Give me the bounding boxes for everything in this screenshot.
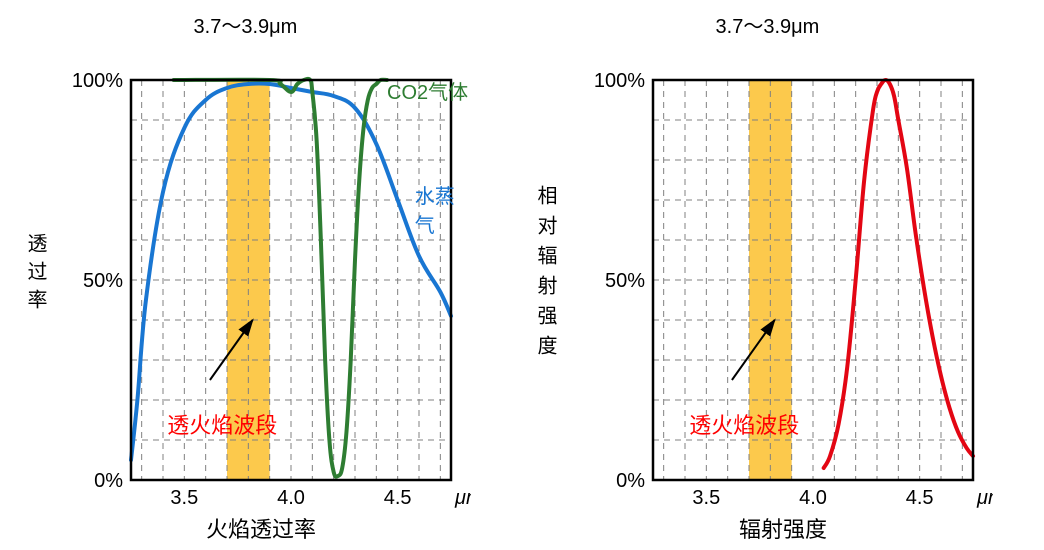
svg-text:100%: 100% — [72, 70, 123, 92]
svg-text:3.5: 3.5 — [692, 487, 720, 509]
right-band-label: 透火焰波段 — [689, 408, 799, 440]
svg-text:μm: μm — [976, 487, 993, 509]
svg-text:0%: 0% — [94, 470, 123, 492]
svg-text:50%: 50% — [605, 270, 645, 292]
svg-text:0%: 0% — [616, 470, 645, 492]
svg-text:50%: 50% — [83, 270, 123, 292]
left-band-label: 透火焰波段 — [167, 408, 277, 440]
svg-text:3.5: 3.5 — [170, 487, 198, 509]
svg-text:4.0: 4.0 — [799, 487, 827, 509]
svg-text:100%: 100% — [594, 70, 645, 92]
right-chart-panel: 3.7～3.9μm 相对辐射强度 0%50%100%3.54.04.5μm 辐射… — [573, 40, 993, 510]
right-x-caption: 辐射强度 — [739, 512, 827, 544]
left-chart-panel: 3.7～3.9μm 透过率 0%50%100%3.54.04.5μm 火焰透过率… — [51, 40, 471, 510]
left-top-caption: 3.7～3.9μm — [194, 10, 298, 39]
right-top-caption: 3.7～3.9μm — [716, 10, 820, 39]
left-x-caption: 火焰透过率 — [206, 512, 316, 544]
dual-chart-page: 3.7～3.9μm 透过率 0% 50% 100% 3.5 4.0 4.5 μm 火焰透过率… — [0, 0, 1044, 550]
water-vapor-label: 水蒸气 — [415, 180, 471, 238]
svg-text:μm: μm — [454, 487, 471, 509]
svg-text:4.5: 4.5 — [384, 487, 412, 509]
co2-label: CO2气体 — [387, 76, 468, 105]
left-ylabel: 透过率 — [21, 233, 50, 317]
svg-text:4.5: 4.5 — [906, 487, 934, 509]
right-ylabel: 相对辐射强度 — [531, 185, 560, 365]
svg-text:4.0: 4.0 — [277, 487, 305, 509]
